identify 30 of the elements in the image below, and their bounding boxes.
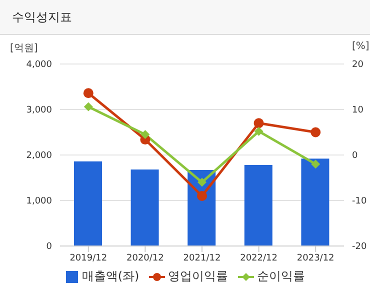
legend-label: 매출액(좌) <box>80 268 140 285</box>
point <box>197 190 207 201</box>
y2-tick-label: 0 <box>352 151 358 162</box>
y-tick-label: 1,000 <box>26 196 52 207</box>
x-tick-label: 2019/12 <box>70 253 108 264</box>
point <box>310 127 321 138</box>
y2-tick-label: 10 <box>352 106 364 116</box>
legend-label: 순이익률 <box>256 268 306 285</box>
y-tick-label: 2,000 <box>26 151 52 162</box>
y-tick-label: 0 <box>46 242 52 252</box>
point <box>84 102 93 112</box>
x-tick-label: 2022/12 <box>240 253 278 264</box>
y2-tick-label: 20 <box>352 60 364 70</box>
legend-label: 영업이익률 <box>167 268 228 285</box>
point <box>83 88 94 98</box>
point <box>254 126 264 136</box>
y2-tick-label: -20 <box>352 242 367 252</box>
point <box>311 160 320 169</box>
chart-title: 수익성지표 <box>0 0 370 35</box>
y2-tick-label: -10 <box>352 196 367 207</box>
x-tick-label: 2020/12 <box>126 253 164 264</box>
point <box>140 130 150 140</box>
y-tick-label: 3,000 <box>26 106 52 116</box>
point <box>198 178 206 187</box>
x-tick-label: 2023/12 <box>296 253 334 264</box>
x-tick-label: 2021/12 <box>183 253 221 264</box>
y-tick-label: 4,000 <box>26 60 52 70</box>
y-axis-title: [억원] <box>10 42 38 55</box>
y2-axis-title: [%] <box>352 41 370 52</box>
point <box>254 118 264 128</box>
